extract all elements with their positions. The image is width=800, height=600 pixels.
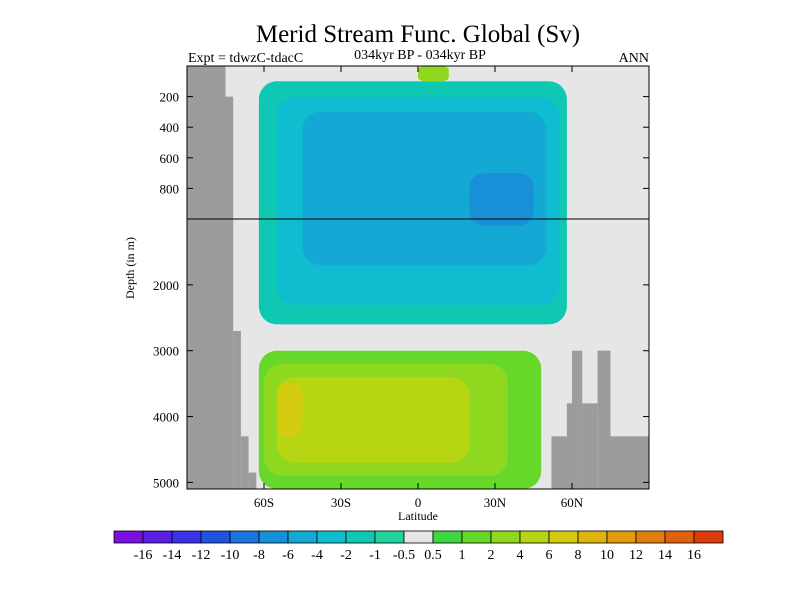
x-tick-label: 60N bbox=[561, 495, 584, 510]
x-tick-label: 30N bbox=[484, 495, 507, 510]
legend-level-label: 1 bbox=[459, 548, 466, 563]
legend-swatch bbox=[200, 530, 231, 544]
y-tick-label: 5000 bbox=[153, 475, 179, 490]
legend-level-label: -12 bbox=[192, 548, 211, 563]
legend-swatch bbox=[693, 530, 724, 544]
y-tick-label: 600 bbox=[160, 151, 180, 166]
legend-swatch bbox=[635, 530, 666, 544]
legend-level-label: 10 bbox=[600, 548, 614, 563]
legend-swatch bbox=[461, 530, 492, 544]
legend-level-label: -6 bbox=[282, 548, 294, 563]
color-legend-labels: -16 -14 -12 -10 -8 -6 -4 -2 -1 -0.5 0.5 1 2 4 6 8 10 12 14… bbox=[134, 548, 701, 563]
chart-title: Merid Stream Func. Global (Sv) bbox=[256, 21, 580, 48]
legend-swatch bbox=[403, 530, 434, 544]
color-legend bbox=[113, 530, 724, 544]
plot-area: 60S 30S 0 30N 60N 200 400 600 800 2000 3000 4000 50… bbox=[153, 65, 650, 510]
legend-swatch bbox=[142, 530, 173, 544]
y-tick-label: 4000 bbox=[153, 410, 179, 425]
legend-swatch bbox=[345, 530, 376, 544]
contour-region-upper-cell-peak bbox=[469, 173, 534, 226]
legend-swatch bbox=[432, 530, 463, 544]
land-mask-0 bbox=[187, 66, 226, 489]
legend-level-label: -2 bbox=[340, 548, 352, 563]
legend-level-label: -1 bbox=[369, 548, 381, 563]
period-label: 034kyr BP - 034kyr BP bbox=[354, 48, 486, 63]
contour-region-deep-cell-peak bbox=[276, 383, 303, 437]
land-mask-3 bbox=[240, 436, 249, 489]
land-mask-7 bbox=[572, 350, 583, 489]
y-tick-label: 2000 bbox=[153, 278, 179, 293]
season-label: ANN bbox=[619, 51, 649, 66]
legend-level-label: 14 bbox=[658, 548, 672, 563]
legend-level-label: -0.5 bbox=[393, 548, 415, 563]
legend-swatch bbox=[519, 530, 550, 544]
land-mask-4 bbox=[248, 472, 257, 489]
legend-level-label: -14 bbox=[163, 548, 182, 563]
legend-swatch bbox=[229, 530, 260, 544]
y-tick-label: 400 bbox=[160, 120, 180, 135]
y-axis-ticks: 200 400 600 800 2000 3000 4000 5000 bbox=[153, 90, 649, 490]
x-tick-label: 30S bbox=[331, 495, 351, 510]
legend-level-label: -10 bbox=[221, 548, 240, 563]
y-tick-label: 3000 bbox=[153, 344, 179, 359]
legend-swatch bbox=[258, 530, 289, 544]
legend-swatch bbox=[374, 530, 405, 544]
land-mask-11 bbox=[610, 436, 649, 489]
legend-level-label: 6 bbox=[546, 548, 553, 563]
legend-level-label: 2 bbox=[488, 548, 495, 563]
x-tick-label: 0 bbox=[415, 495, 422, 510]
contour-region-surface-cell bbox=[418, 66, 449, 82]
legend-swatch bbox=[490, 530, 521, 544]
legend-swatch bbox=[664, 530, 695, 544]
x-axis-ticks: 60S 30S 0 30N 60N bbox=[254, 66, 584, 510]
y-tick-label: 800 bbox=[160, 181, 180, 196]
legend-swatch bbox=[606, 530, 637, 544]
legend-level-label: -16 bbox=[134, 548, 153, 563]
land-mask-8 bbox=[582, 403, 598, 489]
contour-region-upper-cell-core bbox=[302, 111, 547, 266]
contour-fields bbox=[258, 66, 567, 489]
contour-region-deep-cell-core bbox=[276, 377, 470, 463]
legend-swatch bbox=[171, 530, 202, 544]
legend-level-label: 12 bbox=[629, 548, 643, 563]
legend-swatch bbox=[287, 530, 318, 544]
legend-level-label: 0.5 bbox=[424, 548, 442, 563]
legend-swatch bbox=[113, 530, 144, 544]
legend-level-label: 16 bbox=[687, 548, 701, 563]
x-axis-label: Latitude bbox=[398, 509, 438, 523]
experiment-label: Expt = tdwzC-tdacC bbox=[188, 51, 303, 66]
legend-level-label: 8 bbox=[575, 548, 582, 563]
land-mask-2 bbox=[233, 330, 241, 489]
bathymetry-mask bbox=[187, 66, 649, 489]
legend-level-label: 4 bbox=[517, 548, 524, 563]
land-mask-1 bbox=[225, 96, 234, 489]
y-tick-label: 200 bbox=[160, 90, 180, 105]
legend-level-label: -8 bbox=[253, 548, 265, 563]
legend-level-label: -4 bbox=[311, 548, 323, 563]
land-mask-10 bbox=[597, 350, 611, 410]
y-axis-label: Depth (in m) bbox=[123, 237, 137, 299]
legend-swatch bbox=[577, 530, 608, 544]
legend-swatch bbox=[316, 530, 347, 544]
x-tick-label: 60S bbox=[254, 495, 274, 510]
legend-swatch bbox=[548, 530, 579, 544]
